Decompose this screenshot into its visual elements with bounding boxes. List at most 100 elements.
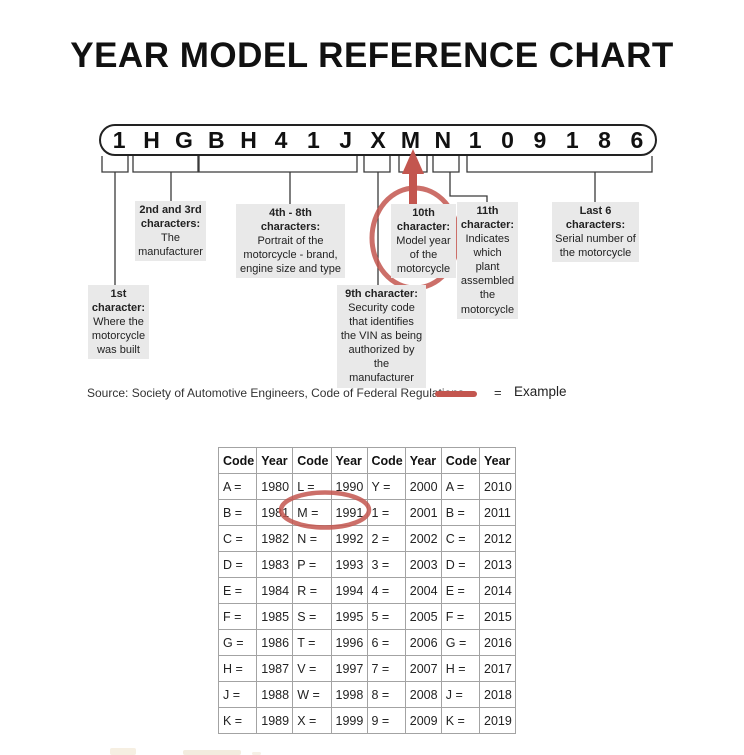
callout-heading: Last 6 characters: — [565, 205, 626, 232]
table-cell: H = — [440, 655, 481, 682]
table-cell: 1998 — [330, 681, 368, 708]
source-attribution: Source: Society of Automotive Engineers,… — [87, 386, 464, 400]
table-cell: 1981 — [256, 499, 294, 526]
year-code-table-header-row: Code Year Code Year Code Year Code Year — [217, 447, 516, 474]
table-cell: 1992 — [330, 525, 368, 552]
table-cell: A = — [217, 473, 258, 500]
callout-heading: 9th character: — [345, 288, 418, 300]
table-cell: G = — [217, 629, 258, 656]
table-cell: 2011 — [479, 499, 516, 526]
table-cell: T = — [292, 629, 332, 656]
callout-heading: 1st character: — [91, 288, 146, 315]
table-column-header: Code — [217, 447, 258, 474]
table-cell: 3 = — [366, 551, 406, 578]
table-cell: K = — [217, 707, 258, 734]
table-cell: Y = — [366, 473, 406, 500]
table-cell: 1995 — [330, 603, 368, 630]
vin-character: 1 — [468, 127, 482, 153]
vin-character: N — [434, 127, 452, 153]
callout-1st-character: 1st character: Where the motorcycle was … — [88, 285, 149, 360]
table-column-header: Year — [256, 447, 294, 474]
callout-last-6-characters: Last 6 characters: Serial number of the … — [552, 202, 639, 263]
table-cell: X = — [292, 707, 332, 734]
table-cell: 5 = — [366, 603, 406, 630]
table-cell: C = — [217, 525, 258, 552]
vin-character: H — [143, 127, 160, 153]
table-cell: F = — [217, 603, 258, 630]
table-cell: D = — [217, 551, 258, 578]
table-cell: 1980 — [256, 473, 294, 500]
legend-equals-sign: = — [494, 385, 502, 400]
table-cell: 2001 — [404, 499, 442, 526]
cutoff-artifact — [183, 750, 241, 755]
table-cell: P = — [292, 551, 332, 578]
table-cell: 2006 — [404, 629, 442, 656]
table-cell: N = — [292, 525, 332, 552]
table-cell: F = — [440, 603, 481, 630]
table-cell: 2 = — [366, 525, 406, 552]
table-cell: 9 = — [366, 707, 406, 734]
table-cell: 8 = — [366, 681, 406, 708]
table-cell: 1988 — [256, 681, 294, 708]
table-cell: 1993 — [330, 551, 368, 578]
table-cell: 1984 — [256, 577, 294, 604]
table-column-header: Code — [366, 447, 406, 474]
table-cell: D = — [440, 551, 481, 578]
table-column-header: Code — [292, 447, 332, 474]
table-row: J = 1988 W = 1998 8 = 2008 J = 2018 — [217, 681, 516, 708]
table-cell: 2007 — [404, 655, 442, 682]
table-cell: A = — [440, 473, 481, 500]
table-cell: J = — [217, 681, 258, 708]
table-column-header: Year — [404, 447, 442, 474]
vin-character: 6 — [630, 127, 644, 153]
year-code-table-body: A = 1980 L = 1990 Y = 2000 A = 2010 B = 1981 M = 19… — [217, 473, 516, 734]
table-row: B = 1981 M = 1991 1 = 2001 B = 2011 — [217, 499, 516, 526]
table-cell: 1994 — [330, 577, 368, 604]
callout-body: Indicates which plant assembled the moto… — [460, 233, 515, 316]
table-cell: 2015 — [479, 603, 516, 630]
table-row: C = 1982 N = 1992 2 = 2002 C = 2012 — [217, 525, 516, 552]
callout-body: Portrait of the motorcycle - brand, engi… — [240, 235, 341, 276]
table-cell: E = — [440, 577, 481, 604]
table-column-header: Year — [479, 447, 516, 474]
page-title: YEAR MODEL REFERENCE CHART — [70, 36, 674, 75]
callout-body: Security code that identifies the VIN as… — [340, 302, 423, 385]
table-cell: K = — [440, 707, 481, 734]
table-cell: H = — [217, 655, 258, 682]
table-cell: 2005 — [404, 603, 442, 630]
callout-4th-8th-characters: 4th - 8th characters: Portrait of the mo… — [236, 204, 345, 279]
bracket-9th-char — [363, 156, 391, 173]
bracket-last-6 — [466, 156, 653, 173]
table-cell: 1989 — [256, 707, 294, 734]
bracket-2nd-3rd — [132, 156, 199, 173]
callout-heading: 11th character: — [460, 205, 515, 232]
vin-character: 1 — [565, 127, 579, 153]
table-cell: 2008 — [404, 681, 442, 708]
table-cell: 1986 — [256, 629, 294, 656]
table-cell: 1985 — [256, 603, 294, 630]
vin-character: 1 — [306, 127, 320, 153]
bracket-4th-8th — [198, 156, 358, 173]
legend-example-label: Example — [514, 384, 567, 399]
vin-character: M — [400, 127, 420, 153]
table-cell: 1997 — [330, 655, 368, 682]
callout-heading: 4th - 8th characters: — [260, 207, 321, 234]
table-cell: 2016 — [479, 629, 516, 656]
table-cell: 4 = — [366, 577, 406, 604]
table-cell: G = — [440, 629, 481, 656]
table-cell: 1990 — [330, 473, 368, 500]
vin-character: 9 — [533, 127, 547, 153]
table-cell: 2019 — [479, 707, 516, 734]
callout-body: Where the motorcycle was built — [91, 316, 146, 357]
bracket-11th-char — [432, 156, 460, 173]
vin-character: 4 — [274, 127, 288, 153]
table-row: E = 1984 R = 1994 4 = 2004 E = 2014 — [217, 577, 516, 604]
table-cell: 2018 — [479, 681, 516, 708]
vin-character: B — [207, 127, 225, 153]
table-row: H = 1987 V = 1997 7 = 2007 H = 2017 — [217, 655, 516, 682]
cutoff-artifact — [252, 752, 261, 755]
callout-body: Model year of the motorcycle — [396, 235, 451, 276]
table-cell: S = — [292, 603, 332, 630]
